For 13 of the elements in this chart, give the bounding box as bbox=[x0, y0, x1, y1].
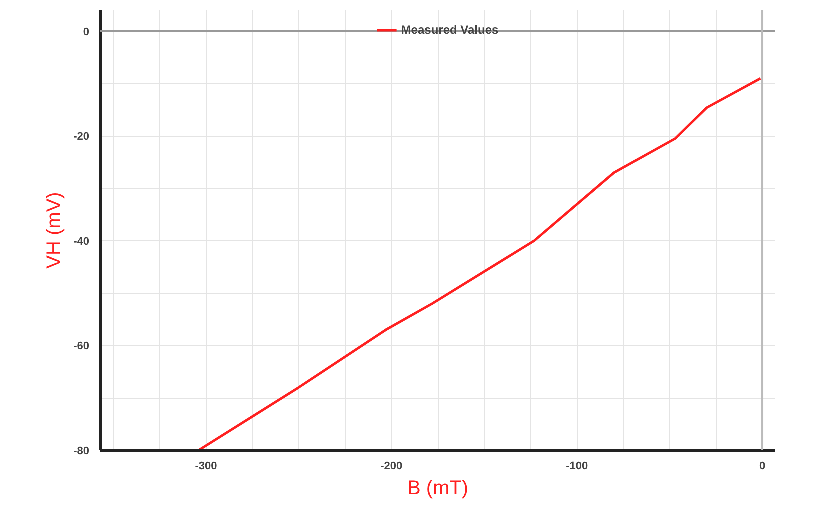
x-axis-title: B (mT) bbox=[407, 478, 469, 500]
y-tick-label: -80 bbox=[74, 446, 90, 458]
x-tick-label: -300 bbox=[195, 460, 218, 472]
y-axis-title: VH (mV) bbox=[44, 192, 66, 269]
x-tick-label: -200 bbox=[380, 460, 403, 472]
x-tick-label: 0 bbox=[759, 460, 766, 472]
x-tick-label: -100 bbox=[566, 460, 588, 472]
legend-label: Measured Values bbox=[401, 23, 499, 37]
line-series bbox=[198, 77, 762, 450]
y-tick-label: -60 bbox=[74, 340, 90, 353]
y-tick-label: -40 bbox=[74, 236, 90, 248]
y-tick-label: -20 bbox=[74, 131, 90, 144]
y-tick-label: 0 bbox=[83, 26, 90, 38]
